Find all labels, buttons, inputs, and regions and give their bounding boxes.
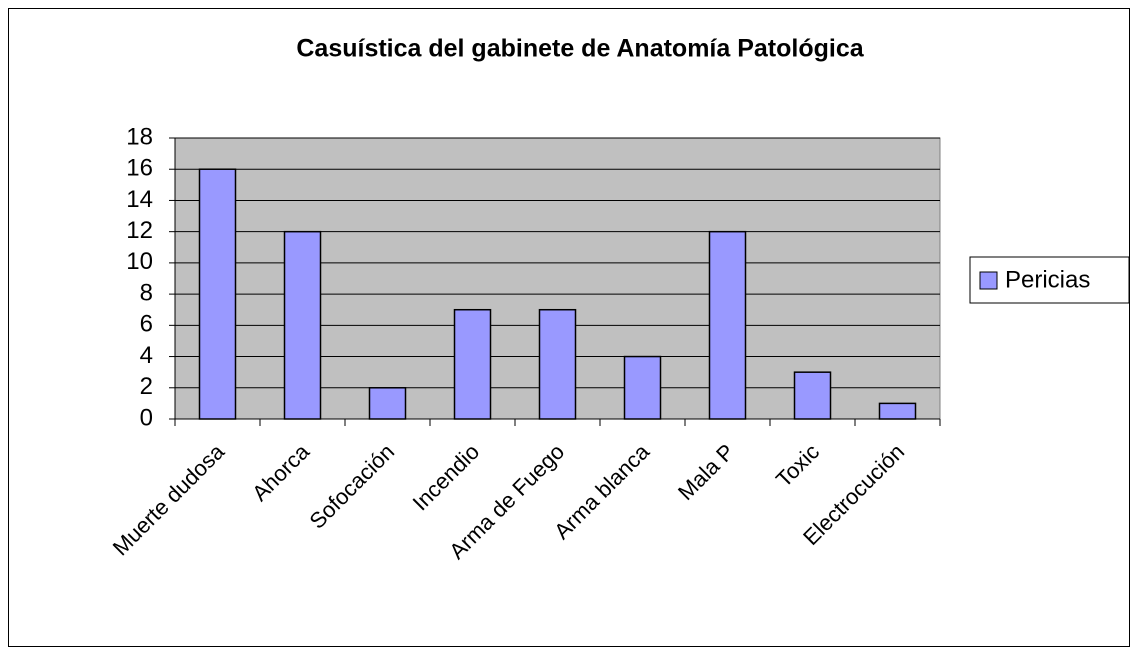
y-tick-label: 10	[126, 248, 153, 275]
bar	[283, 230, 322, 420]
chart-title: Casuística del gabinete de Anatomía Pato…	[296, 35, 864, 63]
legend-swatch	[979, 271, 998, 290]
bar	[453, 308, 492, 420]
bar	[368, 387, 407, 420]
y-tick-label: 0	[140, 404, 153, 431]
y-tick-label: 16	[126, 155, 153, 182]
y-tick-label: 12	[126, 217, 153, 244]
y-tick-label: 18	[126, 123, 153, 150]
bar	[198, 168, 237, 420]
bar	[793, 371, 832, 420]
y-tick-label: 2	[140, 373, 153, 400]
bar	[878, 402, 917, 420]
y-tick-label: 4	[140, 342, 153, 369]
y-tick-label: 8	[140, 279, 153, 306]
bar	[623, 355, 662, 420]
legend-label: Pericias	[1005, 266, 1090, 293]
y-tick-label: 14	[126, 186, 153, 213]
bar	[538, 308, 577, 420]
bar	[708, 230, 747, 420]
y-tick-label: 6	[140, 311, 153, 338]
